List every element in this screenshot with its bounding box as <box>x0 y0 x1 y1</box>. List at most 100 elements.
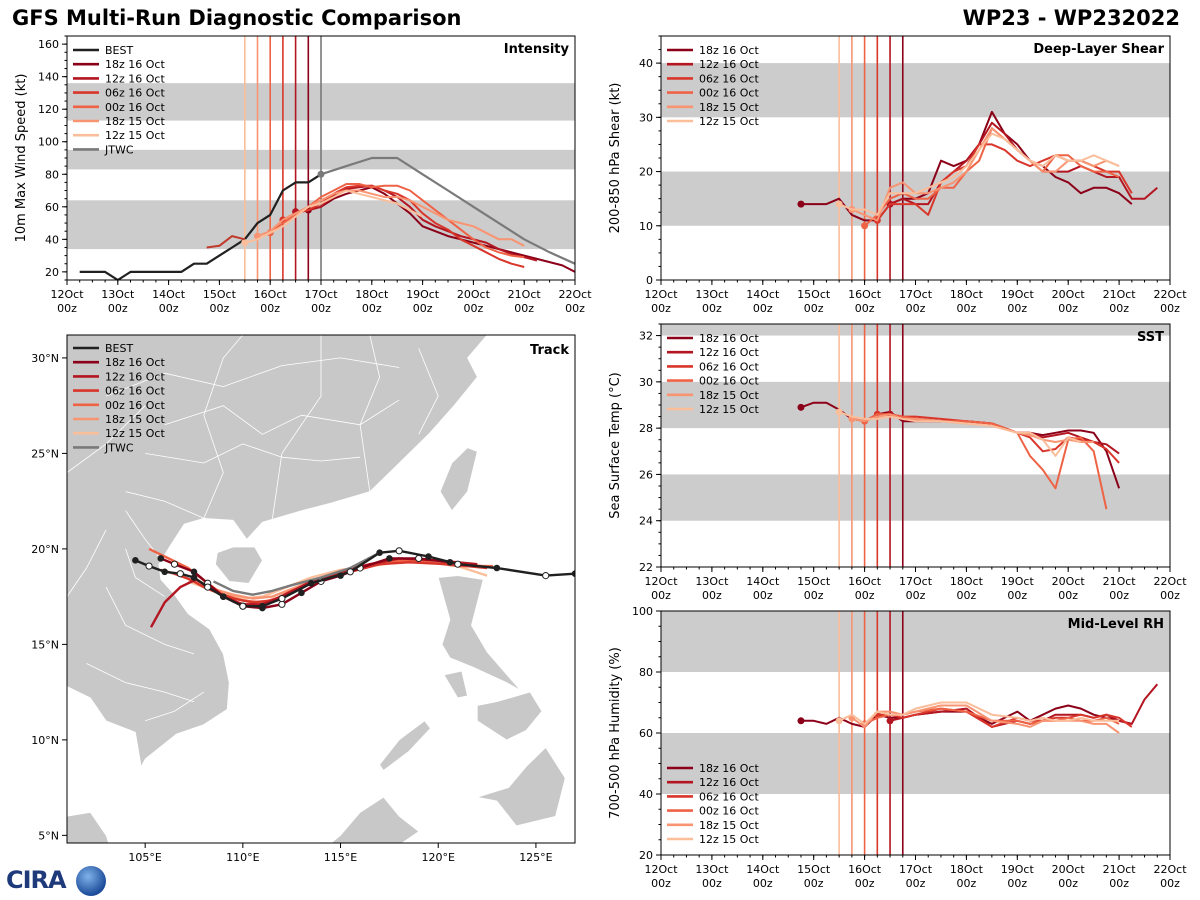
legend-label: 18z 16 Oct <box>699 762 759 775</box>
border-line <box>125 510 166 565</box>
x-tick-label: 17Oct <box>899 575 933 588</box>
malay-peninsula <box>67 812 110 843</box>
y-tick-label: 5°N <box>38 829 59 842</box>
cira-logo: CIRA <box>6 866 106 896</box>
x-tick-label: 00z <box>413 302 433 315</box>
legend-label: 12z 15 Oct <box>699 115 759 128</box>
x-tick-label: 17Oct <box>899 288 933 301</box>
x-tick-label: 16Oct <box>848 575 882 588</box>
series-line <box>838 701 1120 725</box>
x-tick-label: 22Oct <box>1153 288 1187 301</box>
x-tick-label: 00z <box>651 589 671 602</box>
x-tick-label: 16Oct <box>848 288 882 301</box>
x-tick-label: 21Oct <box>508 288 542 301</box>
x-tick-label: 18Oct <box>950 863 984 876</box>
track-point <box>190 574 198 581</box>
y-tick-label: 20 <box>45 266 59 279</box>
legend-label: 18z 15 Oct <box>699 819 759 832</box>
legend-label: 00z 16 Oct <box>699 375 759 388</box>
x-tick-label: 15Oct <box>203 288 237 301</box>
x-tick-label: 13Oct <box>695 863 729 876</box>
x-tick-label: 00z <box>311 302 331 315</box>
logo-text: CIRA <box>6 866 67 894</box>
y-tick-label: 140 <box>38 71 59 84</box>
x-tick-label: 13Oct <box>695 288 729 301</box>
track-point <box>259 602 266 610</box>
x-tick-label: 00z <box>957 589 977 602</box>
x-tick-label: 19Oct <box>406 288 440 301</box>
y-tick-label: 30 <box>639 376 653 389</box>
x-tick-label: 15Oct <box>797 575 831 588</box>
legend-label: 12z 16 Oct <box>105 72 165 85</box>
y-axis-label: 10m Max Wind Speed (kt) <box>14 74 29 243</box>
track-point <box>493 564 501 572</box>
series-line <box>79 173 322 280</box>
panel-track: 105°E 110°E 115°E 120°E 125°E 5°N 10°N 15°N 20°N… <box>31 334 576 864</box>
y-tick-label: 24 <box>639 515 653 528</box>
x-tick-label: 00z <box>753 877 773 890</box>
visayas-islands <box>476 691 543 741</box>
y-tick-label: 25°N <box>31 447 59 460</box>
x-tick-label: 00z <box>1007 302 1027 315</box>
x-tick-label: 00z <box>1058 877 1078 890</box>
track-point <box>395 547 403 555</box>
init-marker <box>317 170 325 178</box>
x-tick-label: 12Oct <box>644 575 678 588</box>
y-tick-label: 40 <box>45 233 59 246</box>
track-point <box>415 554 423 563</box>
track-point <box>132 557 139 564</box>
x-tick-label: 00z <box>1160 302 1180 315</box>
x-tick-label: 00z <box>855 877 875 890</box>
legend-label: 18z 16 Oct <box>699 332 759 345</box>
legend-label: 12z 16 Oct <box>699 776 759 789</box>
border-line <box>418 348 439 435</box>
track-point <box>239 602 247 610</box>
track-point <box>170 560 179 568</box>
border-line <box>145 443 361 464</box>
band-1 <box>661 611 1170 672</box>
init-marker <box>861 222 869 230</box>
x-tick-label: 00z <box>702 589 722 602</box>
page-title: GFS Multi-Run Diagnostic Comparison <box>12 6 462 30</box>
y-tick-label: 32 <box>639 330 653 343</box>
x-tick-label: 00z <box>906 589 926 602</box>
y-tick-label: 10°N <box>31 734 59 747</box>
x-tick-label: 00z <box>906 302 926 315</box>
series-line <box>851 704 1120 734</box>
x-tick-label: 00z <box>804 302 824 315</box>
x-tick-label: 14Oct <box>152 288 186 301</box>
track-point <box>571 570 575 578</box>
panel-title: Mid-Level RH <box>1068 617 1164 632</box>
x-tick-label: 13Oct <box>695 575 729 588</box>
y-tick-label: 60 <box>45 201 59 214</box>
border-line <box>271 335 322 521</box>
x-tick-label: 110°E <box>226 851 259 864</box>
x-tick-label: 20Oct <box>1052 288 1086 301</box>
track-point <box>346 568 354 576</box>
x-tick-label: 00z <box>514 302 534 315</box>
legend-label: 18z 16 Oct <box>699 44 759 57</box>
panel-sst: 22242628303212Oct00z13Oct00z14Oct00z15Oc… <box>608 323 1187 602</box>
legend-label: 00z 16 Oct <box>699 805 759 818</box>
x-tick-label: 00z <box>159 302 179 315</box>
legend-label: 06z 16 Oct <box>105 87 165 100</box>
x-tick-label: 00z <box>906 877 926 890</box>
track-point <box>454 560 462 568</box>
track-point <box>307 579 315 587</box>
x-tick-label: 00z <box>804 589 824 602</box>
y-tick-label: 80 <box>639 666 653 679</box>
panel-title: SST <box>1137 330 1164 345</box>
globe-icon <box>76 866 106 896</box>
x-tick-label: 00z <box>464 302 484 315</box>
y-axis-label: 200-850 hPa Shear (kt) <box>608 83 623 234</box>
x-tick-label: 12Oct <box>644 863 678 876</box>
band-2 <box>661 324 1170 336</box>
band-0 <box>661 733 1170 794</box>
y-tick-label: 0 <box>646 274 653 287</box>
storm-id: WP23 - WP232022 <box>962 6 1180 30</box>
series-line <box>320 156 575 265</box>
y-tick-label: 120 <box>38 103 59 116</box>
track-point <box>298 589 305 597</box>
series-line <box>206 235 246 249</box>
x-tick-label: 18Oct <box>950 288 984 301</box>
